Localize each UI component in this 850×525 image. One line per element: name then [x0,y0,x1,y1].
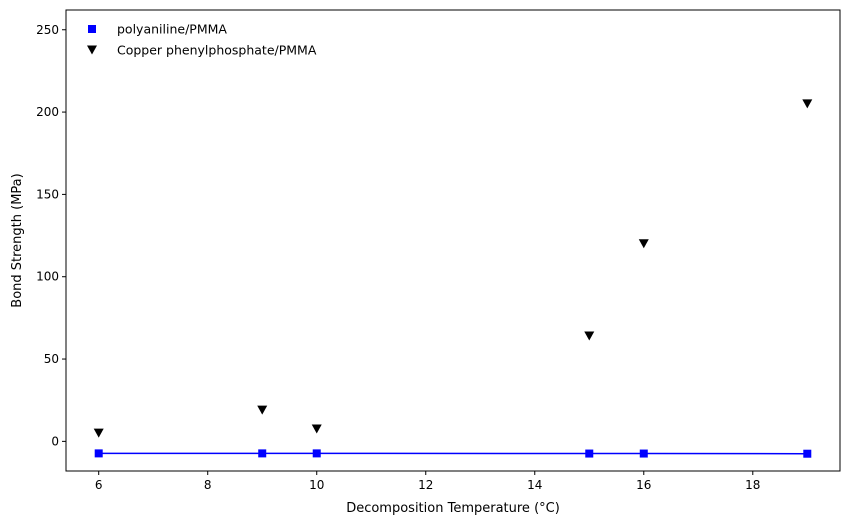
legend: polyaniline/PMMA Copper phenylphosphate/P… [87,22,317,58]
x-tick-label: 6 [95,478,103,492]
x-axis-ticks: 6 8 10 12 14 16 18 [95,471,760,492]
y-tick-label: 200 [36,105,59,119]
legend-marker [87,45,97,55]
x-tick-label: 10 [309,478,324,492]
data-point [584,331,595,341]
data-point [257,405,268,415]
series-layer [93,99,813,458]
series-1 [94,449,812,458]
data-point [639,449,648,458]
x-tick-label: 12 [418,478,433,492]
data-point [258,449,267,458]
x-tick-label: 8 [204,478,212,492]
x-axis-label: Decomposition Temperature (°C) [346,501,560,516]
x-tick-label: 18 [745,478,760,492]
y-tick-label: 0 [51,434,59,448]
legend-marker [88,25,96,33]
data-point [638,239,649,249]
data-point [312,449,321,458]
x-tick-label: 14 [527,478,542,492]
y-tick-label: 100 [36,270,59,284]
legend-label: Copper phenylphosphate/PMMA [117,43,317,58]
y-tick-label: 150 [36,187,59,201]
y-tick-label: 50 [44,352,59,366]
data-point [94,449,103,458]
data-point [585,449,594,458]
y-tick-label: 250 [36,23,59,37]
data-point [311,424,322,434]
series-2 [93,99,813,438]
y-axis-ticks: 0 50 100 150 200 250 [36,23,66,448]
plot-area [65,9,841,472]
data-point [802,99,813,109]
legend-label: polyaniline/PMMA [117,22,227,37]
data-point [93,428,104,438]
y-axis-label: Bond Strength (MPa) [10,173,25,307]
data-point [803,449,812,458]
x-tick-label: 16 [636,478,651,492]
